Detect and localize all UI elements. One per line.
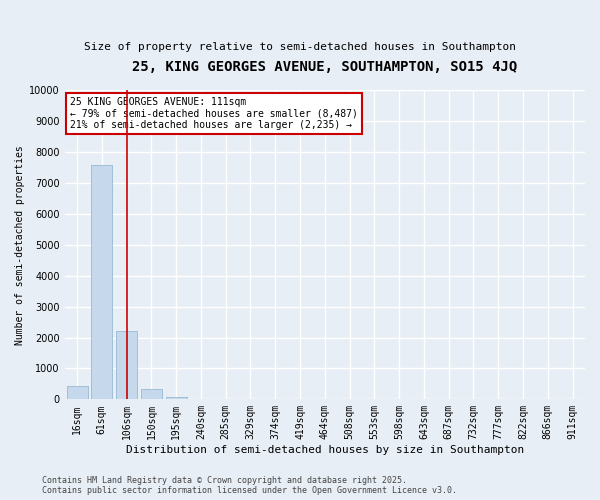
Title: 25, KING GEORGES AVENUE, SOUTHAMPTON, SO15 4JQ: 25, KING GEORGES AVENUE, SOUTHAMPTON, SO…: [132, 60, 517, 74]
Text: Size of property relative to semi-detached houses in Southampton: Size of property relative to semi-detach…: [84, 42, 516, 52]
Text: Contains HM Land Registry data © Crown copyright and database right 2025.
Contai: Contains HM Land Registry data © Crown c…: [42, 476, 457, 495]
Bar: [141, 389, 162, 400]
Bar: [91, 165, 112, 400]
Bar: [67, 386, 88, 400]
Bar: [116, 332, 137, 400]
Y-axis label: Number of semi-detached properties: Number of semi-detached properties: [15, 145, 25, 345]
Bar: [166, 397, 187, 400]
Text: 25 KING GEORGES AVENUE: 111sqm
← 79% of semi-detached houses are smaller (8,487): 25 KING GEORGES AVENUE: 111sqm ← 79% of …: [70, 96, 358, 130]
X-axis label: Distribution of semi-detached houses by size in Southampton: Distribution of semi-detached houses by …: [126, 445, 524, 455]
